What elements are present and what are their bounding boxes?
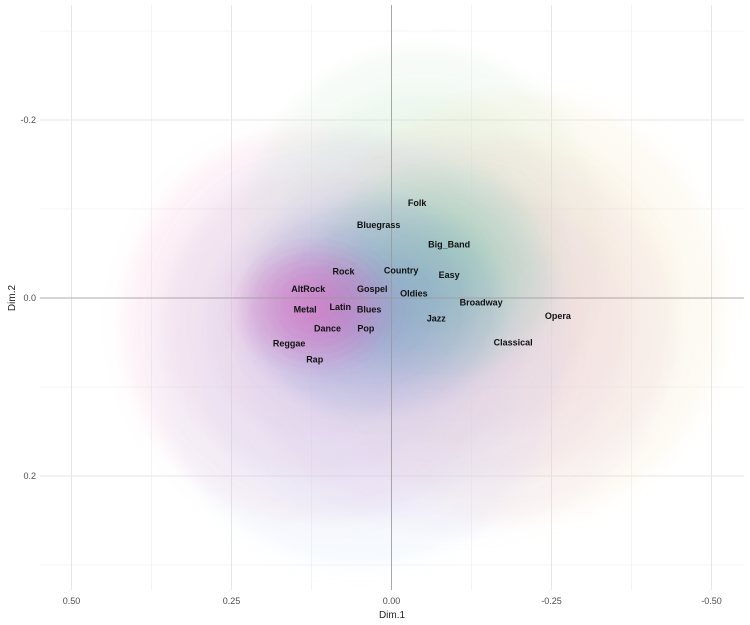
genre-labels: Folk Bluegrass Big_Band Rock Country Easy AltR…	[273, 198, 572, 365]
genre-label-gospel: Gospel	[357, 284, 388, 294]
x-tick-label: 0.00	[383, 596, 401, 606]
genre-label-oldies: Oldies	[400, 289, 428, 299]
y-tick-label: 0.0	[23, 293, 36, 303]
genre-label-latin: Latin	[330, 302, 352, 312]
y-tick-labels: -0.2 0.0 0.2	[20, 115, 36, 481]
genre-label-opera: Opera	[545, 311, 572, 321]
genre-label-classical: Classical	[494, 338, 533, 348]
genre-label-rap: Rap	[306, 354, 324, 364]
genre-label-folk: Folk	[408, 198, 427, 208]
x-tick-labels: 0.50 0.25 0.00 -0.25 -0.50	[63, 596, 722, 606]
genre-label-big-band: Big_Band	[428, 240, 470, 250]
genre-label-jazz: Jazz	[427, 313, 447, 323]
genre-label-easy: Easy	[439, 270, 460, 280]
x-tick-label: -0.50	[701, 596, 722, 606]
genre-label-dance: Dance	[314, 323, 341, 333]
genre-label-pop: Pop	[357, 323, 375, 333]
y-tick-label: -0.2	[20, 115, 36, 125]
density-cloud	[288, 285, 341, 329]
x-tick-label: 0.50	[63, 596, 81, 606]
x-axis-title: Dim.1	[379, 610, 406, 621]
genre-label-metal: Metal	[294, 305, 317, 315]
density-clouds	[122, 48, 725, 565]
genre-label-broadway: Broadway	[460, 297, 503, 307]
y-axis-title: Dim.2	[7, 285, 18, 312]
zero-lines	[40, 5, 744, 590]
genre-label-country: Country	[384, 265, 419, 275]
y-tick-label: 0.2	[23, 471, 36, 481]
genre-label-rock: Rock	[332, 266, 355, 276]
genre-label-blues: Blues	[357, 305, 382, 315]
genre-label-bluegrass: Bluegrass	[357, 220, 401, 230]
x-tick-label: -0.25	[541, 596, 562, 606]
x-tick-label: 0.25	[223, 596, 241, 606]
genre-label-reggae: Reggae	[273, 338, 306, 348]
genre-label-altrock: AltRock	[291, 284, 326, 294]
